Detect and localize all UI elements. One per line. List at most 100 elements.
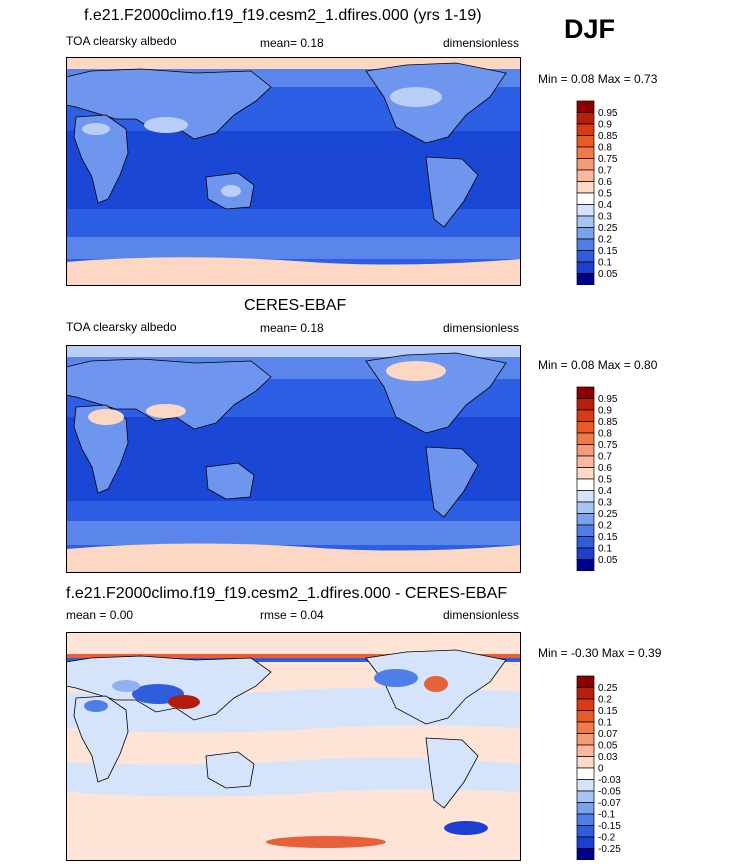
colorbar-tick-label: 0.07 bbox=[598, 729, 618, 740]
panel2-mean-label: mean= 0.18 bbox=[260, 321, 324, 335]
panel3-africa bbox=[73, 695, 129, 783]
panel3-frame bbox=[66, 632, 521, 861]
panel1-africa bbox=[73, 114, 129, 204]
colorbar-tick-label: 0.6 bbox=[598, 177, 612, 188]
colorbar-swatch bbox=[576, 169, 595, 182]
colorbar-swatch bbox=[576, 100, 595, 113]
colorbar-swatch bbox=[576, 559, 595, 571]
colorbar-swatch bbox=[576, 501, 595, 514]
colorbar-tick-label: 0.7 bbox=[598, 166, 612, 177]
colorbar-tick-label: 0.4 bbox=[598, 200, 612, 211]
colorbar-swatch bbox=[576, 386, 595, 399]
panel2-eurasia bbox=[66, 358, 272, 430]
panel1-colorbar: 0.950.90.850.80.750.70.60.50.40.30.250.2… bbox=[576, 100, 618, 285]
colorbar-tick-label: 0.1 bbox=[598, 544, 612, 555]
colorbar-tick-label: -0.1 bbox=[598, 810, 616, 821]
colorbar-tick-label: 0.15 bbox=[598, 246, 618, 257]
colorbar-tick-label: 0.8 bbox=[598, 143, 612, 154]
colorbar-tick-label: 0.4 bbox=[598, 486, 612, 497]
colorbar-swatch bbox=[576, 721, 595, 734]
colorbar-tick-label: 0.2 bbox=[598, 521, 612, 532]
panel2-map bbox=[66, 345, 521, 573]
colorbar-swatch bbox=[576, 710, 595, 723]
colorbar-tick-label: 0 bbox=[598, 764, 604, 775]
panel1-eurasia bbox=[66, 68, 272, 140]
colorbar-swatch bbox=[576, 181, 595, 194]
colorbar-tick-label: 0.05 bbox=[598, 555, 618, 566]
colorbar-swatch bbox=[576, 478, 595, 491]
panel2-colorbar: 0.950.90.850.80.750.70.60.50.40.30.250.2… bbox=[576, 386, 618, 571]
panel2-units-label: dimensionless bbox=[443, 321, 520, 335]
colorbar-swatch bbox=[576, 398, 595, 411]
colorbar-tick-label: 0.3 bbox=[598, 212, 612, 223]
colorbar-tick-label: 0.15 bbox=[598, 532, 618, 543]
colorbar-tick-label: -0.25 bbox=[598, 844, 621, 855]
colorbar-swatch bbox=[576, 767, 595, 780]
panel1-south-high-lat bbox=[66, 237, 521, 259]
colorbar-swatch bbox=[576, 687, 595, 700]
colorbar-swatch bbox=[576, 536, 595, 549]
panel1-bright-land bbox=[82, 87, 442, 197]
panel3-map bbox=[66, 632, 521, 861]
colorbar-tick-label: 0.3 bbox=[598, 498, 612, 509]
panel1-title: f.e21.F2000climo.f19_f19.cesm2_1.dfires.… bbox=[84, 7, 482, 24]
colorbar-tick-label: 0.9 bbox=[598, 406, 612, 417]
colorbar-tick-label: 0.8 bbox=[598, 429, 612, 440]
colorbar-tick-label: 0.15 bbox=[598, 706, 618, 717]
colorbar-swatch bbox=[576, 813, 595, 826]
panel2-variable-label: TOA clearsky albedo bbox=[66, 320, 177, 334]
panel1-south-america bbox=[425, 156, 479, 228]
colorbar-tick-label: 0.75 bbox=[598, 440, 618, 451]
panel2-bright-land bbox=[88, 361, 446, 425]
colorbar-tick-label: 0.75 bbox=[598, 154, 618, 165]
panel3-land-anomalies bbox=[84, 669, 448, 712]
panel3-australia bbox=[205, 751, 255, 789]
panel3-colorbar: 0.250.20.150.10.070.050.030-0.03-0.05-0.… bbox=[576, 675, 621, 860]
colorbar-swatch bbox=[576, 261, 595, 274]
colorbar-tick-label: -0.07 bbox=[598, 798, 621, 809]
colorbar-swatch bbox=[576, 158, 595, 171]
colorbar-tick-label: -0.2 bbox=[598, 833, 616, 844]
panel2-title: CERES-EBAF bbox=[244, 297, 347, 314]
colorbar-swatch bbox=[576, 490, 595, 503]
panel2-south-america bbox=[425, 446, 479, 518]
colorbar-swatch bbox=[576, 273, 595, 285]
colorbar-swatch bbox=[576, 790, 595, 803]
colorbar-swatch bbox=[576, 802, 595, 815]
colorbar-tick-label: 0.9 bbox=[598, 120, 612, 131]
panel3-arctic-neg-band bbox=[66, 658, 521, 662]
colorbar-tick-label: 0.5 bbox=[598, 475, 612, 486]
colorbar-swatch bbox=[576, 250, 595, 263]
colorbar-swatch bbox=[576, 756, 595, 769]
colorbar-swatch bbox=[576, 432, 595, 445]
colorbar-tick-label: 0.05 bbox=[598, 269, 618, 280]
panel1-minmax: Min = 0.08 Max = 0.73 bbox=[538, 72, 658, 86]
panel1-mean-label: mean= 0.18 bbox=[260, 36, 324, 50]
colorbar-swatch bbox=[576, 215, 595, 228]
colorbar-tick-label: 0.25 bbox=[598, 223, 618, 234]
colorbar-swatch bbox=[576, 204, 595, 217]
colorbar-swatch bbox=[576, 675, 595, 688]
colorbar-swatch bbox=[576, 744, 595, 757]
colorbar-swatch bbox=[576, 409, 595, 422]
panel1-antarctica bbox=[66, 257, 521, 286]
panel1-continents bbox=[66, 62, 507, 228]
panel3-minmax: Min = -0.30 Max = 0.39 bbox=[538, 646, 662, 660]
panel3-southern-neg-anomaly bbox=[444, 821, 488, 835]
colorbar-swatch bbox=[576, 779, 595, 792]
colorbar-swatch bbox=[576, 455, 595, 468]
colorbar-tick-label: 0.5 bbox=[598, 189, 612, 200]
colorbar-swatch bbox=[576, 825, 595, 838]
colorbar-swatch bbox=[576, 467, 595, 480]
panel2-frame bbox=[66, 345, 521, 573]
panel3-south-america bbox=[425, 737, 479, 809]
panel1-variable-label: TOA clearsky albedo bbox=[66, 34, 177, 48]
colorbar-swatch bbox=[576, 444, 595, 457]
colorbar-swatch bbox=[576, 227, 595, 240]
colorbar-swatch bbox=[576, 135, 595, 148]
colorbar-tick-label: 0.1 bbox=[598, 258, 612, 269]
colorbar-tick-label: 0.25 bbox=[598, 683, 618, 694]
colorbar-tick-label: 0.03 bbox=[598, 752, 618, 763]
colorbar-tick-label: -0.03 bbox=[598, 775, 621, 786]
colorbar-tick-label: 0.25 bbox=[598, 509, 618, 520]
